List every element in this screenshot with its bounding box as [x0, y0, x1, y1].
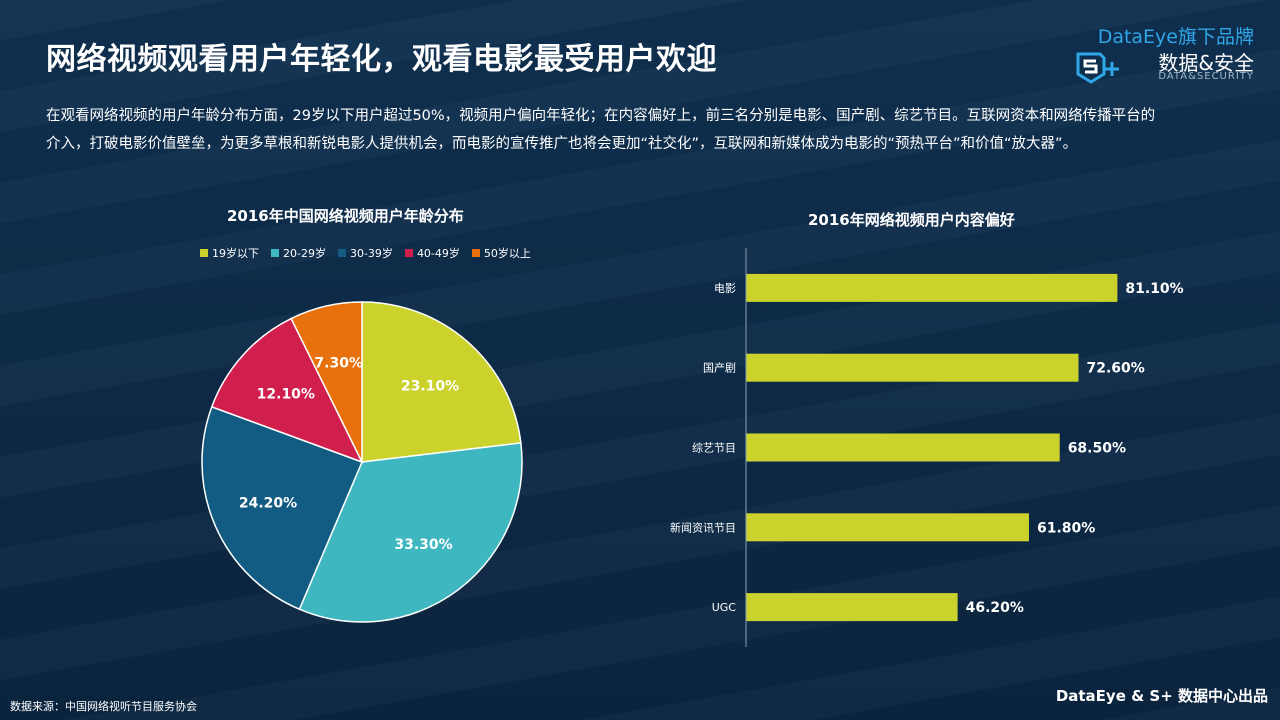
description-text: 在观看网络视频的用户年龄分布方面，29岁以下用户超过50%，视频用户偏向年轻化；… [46, 108, 1156, 152]
pie-data-label: 23.10% [401, 378, 459, 394]
bar-value-label: 46.20% [966, 600, 1024, 616]
s-plus-logo-icon [1076, 52, 1119, 84]
pie-data-label: 24.20% [239, 496, 297, 512]
pie-legend: 19岁以下 20-29岁 30-39岁 40-49岁 50岁以上 [200, 245, 531, 261]
legend-item: 19岁以下 [200, 245, 259, 261]
footer-credit: DataEye & S+ 数据中心出品 [1055, 687, 1268, 705]
bar-value-label: 81.10% [1125, 281, 1183, 297]
legend-swatch [271, 249, 279, 257]
pie-slice [298, 442, 523, 623]
bar-category-label: 国产剧 [703, 361, 736, 375]
legend-label: 30-39岁 [349, 247, 393, 260]
legend-swatch [337, 249, 346, 257]
legend-label: 20-29岁 [283, 247, 326, 260]
legend-item: 20-29岁 [271, 245, 326, 261]
pie-slice [361, 301, 522, 463]
brand-name: DataEye旗下品牌 [1097, 26, 1254, 48]
pie-slice [201, 405, 363, 611]
legend-swatch [471, 249, 480, 257]
bar-category-label: UGC [712, 601, 737, 614]
pie-data-label: 12.10% [257, 387, 315, 403]
pie-slice [210, 317, 364, 464]
pie-data-label: 33.30% [394, 537, 452, 553]
bar-category-label: 新闻资讯节目 [670, 520, 736, 534]
bar-value-label: 61.80% [1037, 520, 1095, 536]
bar-category-label: 综艺节目 [692, 441, 736, 455]
legend-swatch [200, 249, 208, 257]
brand-logo-block: DataEye旗下品牌 数据&安全 DATA&SECURITY [1074, 22, 1254, 84]
pie-chart-title: 2016年中国网络视频用户年龄分布 [227, 207, 464, 225]
bar-1 [746, 353, 1079, 382]
pie-slice [290, 301, 363, 463]
legend-swatch [404, 249, 413, 257]
legend-item: 30-39岁 [337, 245, 393, 261]
bar-chart-title: 2016年网络视频用户内容偏好 [808, 211, 1015, 229]
brand-cn: 数据&安全 [1158, 51, 1254, 75]
brand-en: DATA&SECURITY [1158, 71, 1254, 82]
pie-data-label: 7.30% [314, 355, 363, 371]
legend-label: 50岁以上 [483, 247, 531, 260]
legend-label: 19岁以下 [212, 247, 259, 260]
bar-value-label: 72.60% [1087, 361, 1145, 377]
legend-label: 40-49岁 [416, 247, 460, 260]
bar-category-label: 电影 [714, 282, 736, 295]
bar-3 [746, 513, 1029, 542]
legend-item: 40-49岁 [404, 245, 460, 261]
bar-2 [746, 433, 1060, 462]
bar-4 [746, 593, 958, 622]
bar-0 [746, 273, 1118, 302]
bar-value-label: 68.50% [1068, 441, 1126, 457]
data-source: 数据来源：中国网络视听节目服务协会 [10, 700, 197, 713]
page-title: 网络视频观看用户年轻化，观看电影最受用户欢迎 [46, 42, 717, 77]
legend-item: 50岁以上 [471, 245, 531, 261]
